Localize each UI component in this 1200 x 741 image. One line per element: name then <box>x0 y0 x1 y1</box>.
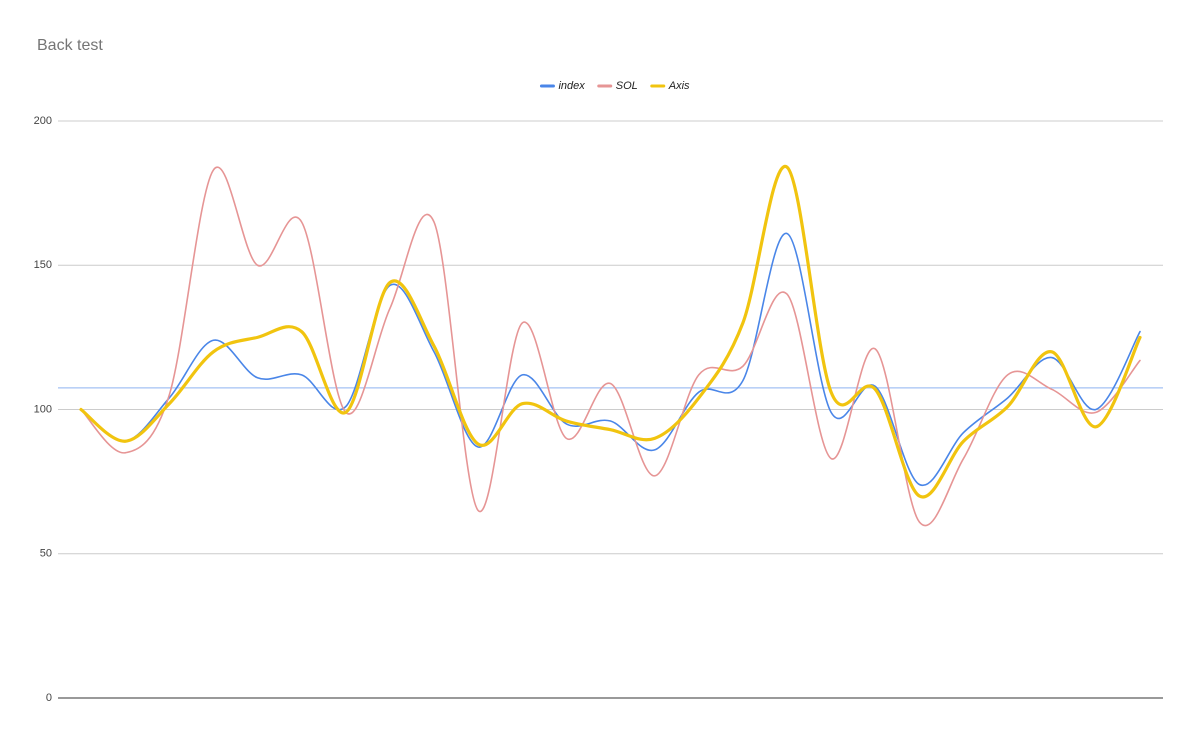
line-series <box>80 166 1141 527</box>
y-tick-label: 200 <box>34 115 52 127</box>
y-tick-label: 150 <box>34 259 52 271</box>
legend-label: Axis <box>668 80 690 92</box>
line-series <box>80 232 1141 487</box>
legend-label: SOL <box>616 80 638 92</box>
line-series <box>79 165 1142 499</box>
y-tick-label: 100 <box>34 403 52 415</box>
legend-label: index <box>558 80 585 92</box>
chart-title: Back test <box>37 37 103 54</box>
y-tick-label: 0 <box>46 692 52 704</box>
y-tick-label: 50 <box>40 548 52 560</box>
